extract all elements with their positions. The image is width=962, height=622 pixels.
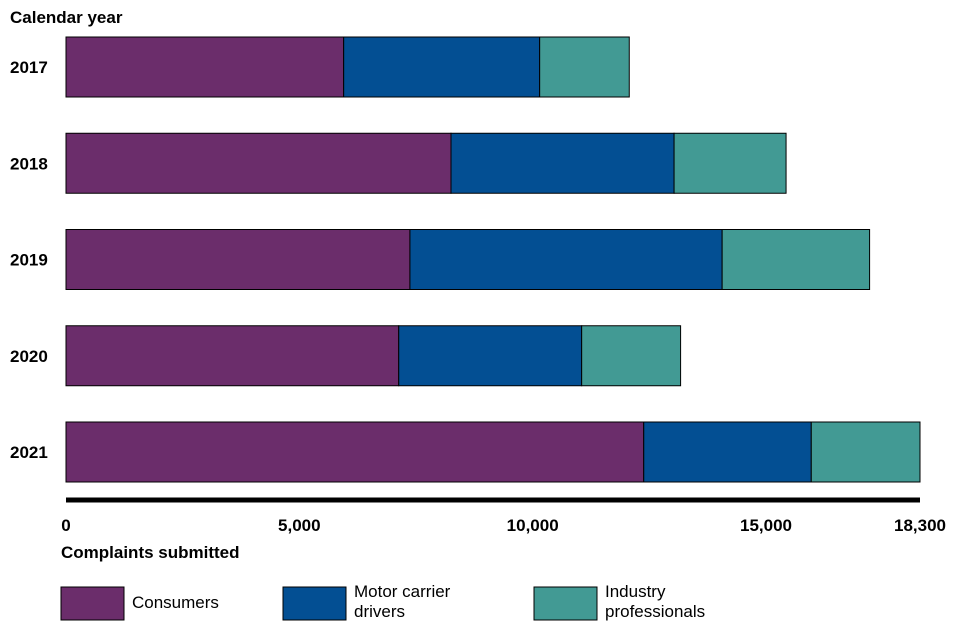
bar-2021-series-2: [643, 421, 812, 483]
category-label-2018: 2018: [10, 154, 48, 173]
bar-2017-series-3: [539, 36, 630, 98]
category-label-2017: 2017: [10, 58, 48, 77]
bar-2019-series-3: [721, 229, 871, 290]
legend-swatch-2: [282, 586, 347, 621]
legend-swatch-1: [60, 586, 125, 621]
bar-2018-series-2: [450, 132, 675, 194]
category-label-2020: 2020: [10, 347, 48, 366]
x-tick-label: 5,000: [278, 516, 321, 535]
bar-2021-series-1: [65, 421, 645, 483]
bar-2017-series-1: [65, 36, 345, 98]
bars-group: [65, 36, 921, 483]
x-tick-label: 15,000: [740, 516, 792, 535]
legend-label: Consumers: [132, 593, 219, 612]
legend-swatch-3: [533, 586, 598, 621]
bar-2020-series-3: [581, 325, 682, 387]
x-axis-title: Complaints submitted: [61, 543, 240, 562]
x-tick-label: 0: [61, 516, 70, 535]
legend-label: professionals: [605, 602, 705, 621]
legend-label: Industry: [605, 582, 666, 601]
bar-2018-series-1: [65, 132, 452, 194]
bar-2019-series-2: [409, 229, 723, 290]
bar-2019-series-1: [65, 229, 411, 290]
bar-2017-series-2: [343, 36, 541, 98]
category-labels: 2017 2018 2019 2020 2021: [10, 58, 48, 462]
bar-2020-series-2: [398, 325, 583, 387]
x-tick-label: 18,300: [894, 516, 946, 535]
bar-2021-series-3: [810, 421, 921, 483]
y-axis-title: Calendar year: [10, 8, 123, 27]
bar-2018-series-3: [673, 132, 787, 194]
category-label-2019: 2019: [10, 251, 48, 270]
category-label-2021: 2021: [10, 443, 48, 462]
x-tick-label: 10,000: [507, 516, 559, 535]
bar-2020-series-1: [65, 325, 400, 387]
legend-label: drivers: [354, 602, 405, 621]
x-tick-labels: 0 5,000 10,000 15,000 18,300: [61, 516, 946, 535]
legend-label: Motor carrier: [354, 582, 451, 601]
